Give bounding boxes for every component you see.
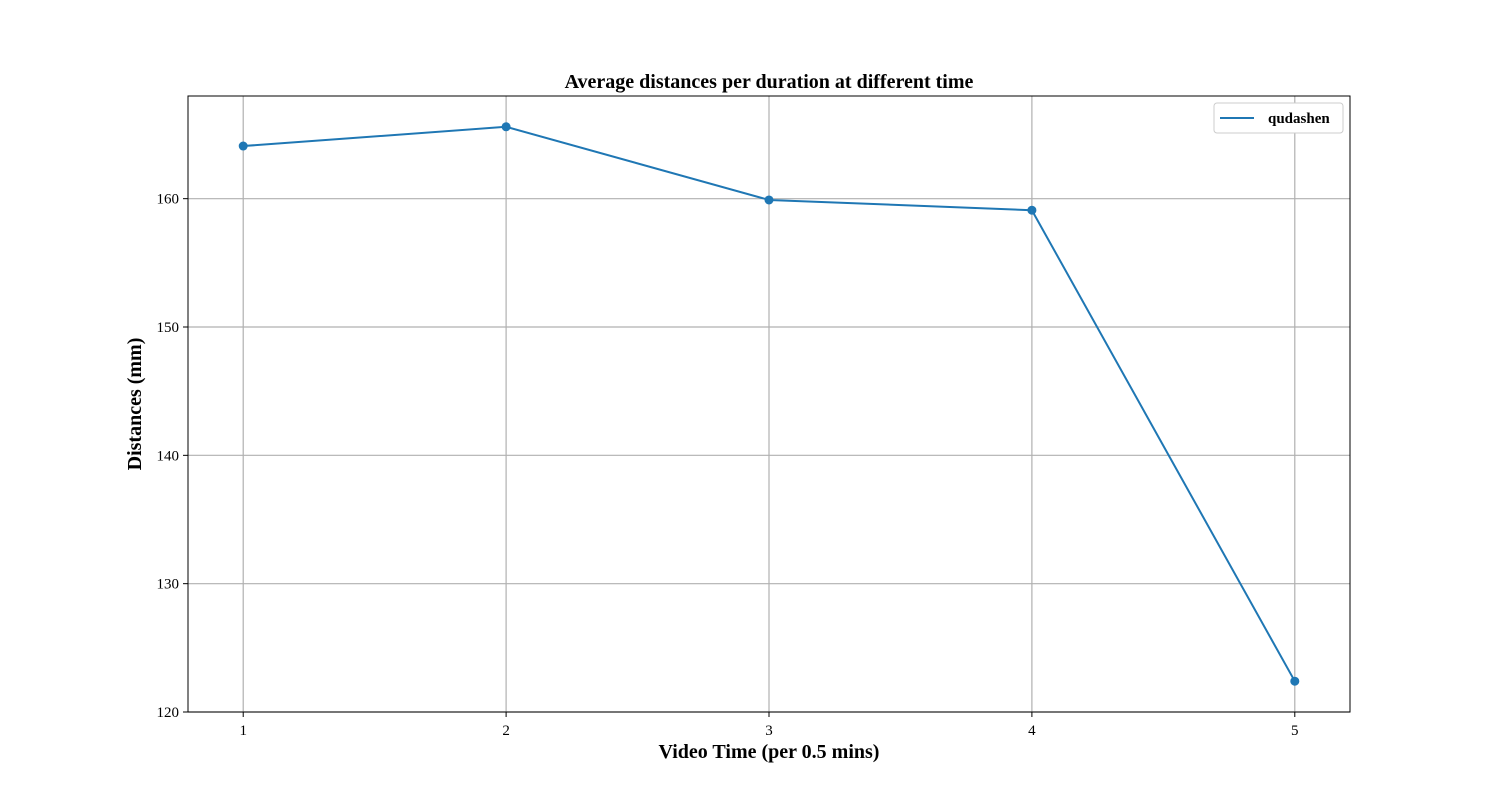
legend: qudashen	[1213, 102, 1344, 134]
series	[238, 122, 1300, 686]
data-point	[1290, 676, 1300, 686]
x-tick-label: 3	[765, 723, 773, 739]
data-point	[1027, 205, 1037, 215]
data-point	[501, 122, 511, 132]
y-tick-label: 120	[157, 705, 180, 721]
y-tick-label: 130	[157, 577, 180, 593]
x-tick-label: 1	[239, 723, 247, 739]
x-axis-label: Video Time (per 0.5 mins)	[659, 741, 880, 763]
x-tick-label: 5	[1291, 723, 1299, 739]
legend-label: qudashen	[1268, 111, 1330, 127]
legend-box	[1213, 102, 1344, 134]
y-tick-label: 150	[157, 320, 180, 336]
y-tick-label: 160	[157, 192, 180, 208]
x-tick-label: 4	[1028, 723, 1036, 739]
y-axis-label: Distances (mm)	[124, 338, 146, 471]
x-tick-label: 2	[502, 723, 510, 739]
data-point	[238, 141, 248, 151]
axis-ticks: 1 2 3 4 5 120 130 140 150 160	[157, 192, 1299, 739]
data-point	[764, 195, 774, 205]
plot-frame	[187, 95, 1351, 713]
y-tick-label: 140	[157, 448, 180, 464]
chart-title: Average distances per duration at differ…	[565, 71, 974, 93]
